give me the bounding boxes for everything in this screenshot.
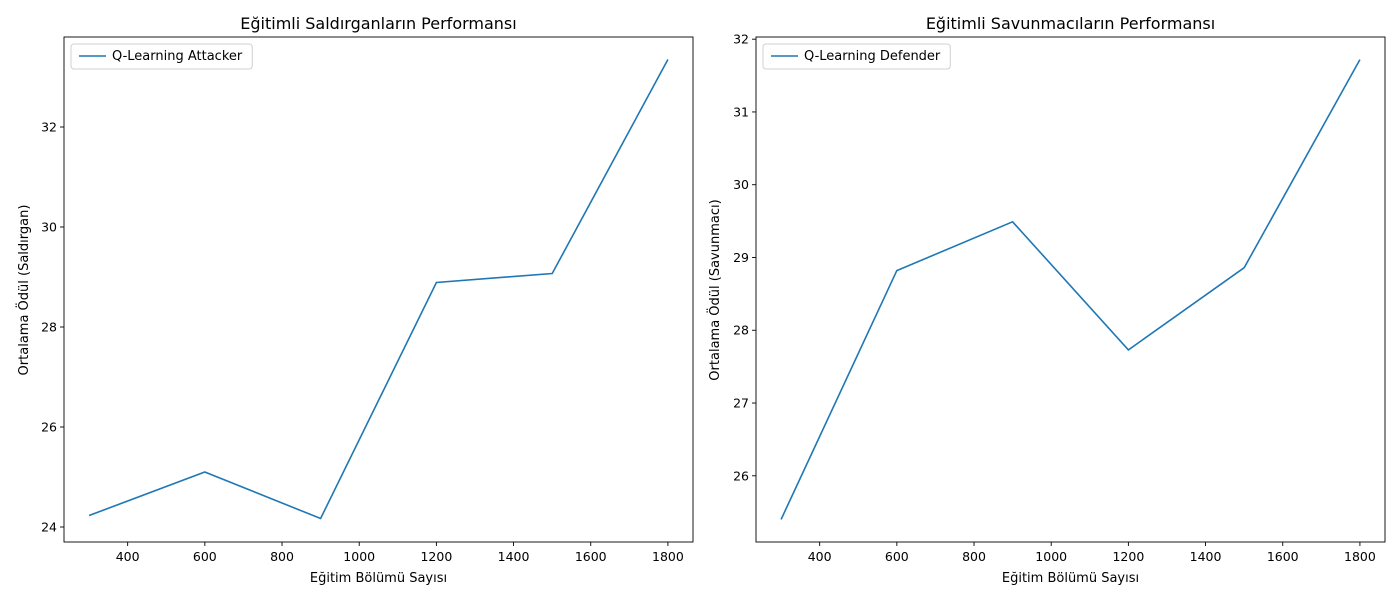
chart-defenders: Eğitimli Savunmacıların Performansı Eğit…	[706, 14, 1386, 586]
chart-title: Eğitimli Savunmacıların Performansı	[926, 14, 1215, 33]
chart-title: Eğitimli Saldırganların Performansı	[240, 14, 516, 33]
y-axis-label: Ortalama Ödül (Saldırgan)	[15, 205, 32, 376]
legend-label: Q-Learning Defender	[804, 49, 941, 64]
y-tick-label: 26	[41, 420, 57, 435]
legend: Q-Learning Attacker	[70, 43, 253, 70]
plot-frame	[63, 36, 694, 543]
x-tick-label: 600	[193, 549, 217, 564]
y-tick-label: 28	[41, 320, 57, 335]
x-axis-label: Eğitim Bölümü Sayısı	[310, 571, 447, 586]
ticks: 400 600 800 1000 1200 1400 1600 1800 26 27 28 29 30 3…	[733, 32, 1376, 564]
x-tick-label: 400	[808, 549, 832, 564]
x-tick-label: 1200	[420, 549, 452, 564]
x-tick-label: 1600	[1267, 549, 1299, 564]
legend: Q-Learning Defender	[762, 43, 951, 70]
x-tick-label: 1000	[343, 549, 375, 564]
x-tick-label: 800	[270, 549, 294, 564]
x-tick-label: 1400	[1190, 549, 1222, 564]
x-axis-label: Eğitim Bölümü Sayısı	[1002, 571, 1139, 586]
x-tick-label: 400	[116, 549, 140, 564]
y-tick-label: 32	[733, 32, 749, 47]
x-tick-label: 600	[885, 549, 909, 564]
series-line-q-learning-attacker	[88, 59, 669, 520]
y-tick-label: 29	[733, 250, 749, 265]
x-tick-label: 1200	[1112, 549, 1144, 564]
y-tick-label: 30	[41, 220, 57, 235]
series-line-q-learning-defender	[780, 59, 1361, 520]
x-tick-label: 1800	[1344, 549, 1376, 564]
y-tick-label: 30	[733, 177, 749, 192]
y-tick-label: 32	[41, 120, 57, 135]
x-tick-label: 1400	[498, 549, 530, 564]
y-tick-label: 26	[733, 468, 749, 483]
legend-box	[70, 43, 253, 70]
y-tick-label: 31	[733, 104, 749, 119]
chart-attackers: Eğitimli Saldırganların Performansı Eğit…	[15, 14, 694, 586]
plot-frame	[755, 36, 1386, 543]
x-tick-label: 1800	[652, 549, 684, 564]
x-tick-label: 1000	[1035, 549, 1067, 564]
x-tick-label: 800	[962, 549, 986, 564]
ticks: 400 600 800 1000 1200 1400 1600 1800 24 26 28 30 32	[41, 120, 684, 565]
y-tick-label: 24	[41, 520, 57, 535]
y-tick-label: 28	[733, 323, 749, 338]
x-tick-label: 1600	[575, 549, 607, 564]
legend-box	[762, 43, 951, 70]
legend-label: Q-Learning Attacker	[112, 49, 243, 64]
y-axis-label: Ortalama Ödül (Savunmacı)	[706, 199, 723, 380]
y-tick-label: 27	[733, 396, 749, 411]
